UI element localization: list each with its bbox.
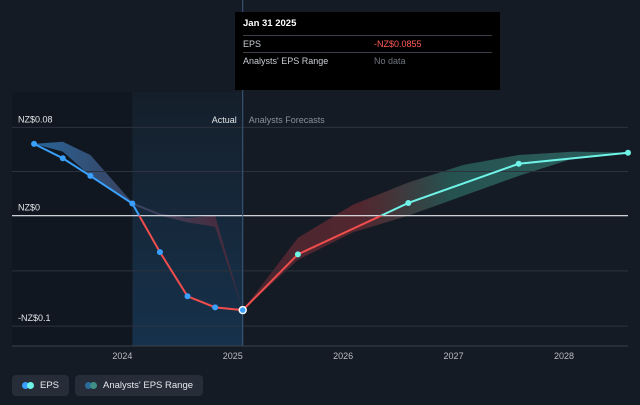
- range-legend-icon: [85, 382, 98, 389]
- past-shade: [12, 92, 133, 346]
- tooltip-eps-label: EPS: [243, 39, 262, 49]
- series-0-point-4: [156, 249, 163, 256]
- series-0-point-1: [59, 155, 66, 162]
- tooltip-eps-value: -NZ$0.0855: [374, 39, 422, 49]
- series-0-point-6: [212, 304, 219, 311]
- analyst-range-band: [34, 141, 628, 311]
- series-0-point-7: [238, 305, 247, 315]
- tooltip: Jan 31 2025 EPS -NZ$0.0855 Analysts' EPS…: [235, 12, 500, 90]
- series-1-point-4: [625, 149, 631, 156]
- y-tick-label-2: -NZ$0.1: [18, 313, 51, 323]
- legend-eps-button[interactable]: EPS: [12, 375, 70, 396]
- legend-range-label: Analysts' EPS Range: [103, 380, 194, 391]
- tooltip-range-value: No data: [374, 56, 406, 66]
- eps-legend-icon: [22, 382, 34, 389]
- y-tick-label-1: NZ$0: [18, 203, 40, 213]
- series-1-point-2: [405, 199, 412, 206]
- eps-chart: NZ$0.08 NZ$0 -NZ$0.1 2024 2025 2026 2027 2028 Ac…: [12, 0, 631, 361]
- series-1-point-1: [294, 251, 301, 258]
- tooltip-range-row: Analysts' EPS Range No data: [243, 52, 492, 69]
- series-0-point-5: [184, 293, 191, 300]
- x-tick-label-1: 2025: [223, 351, 243, 361]
- actual-label: Actual: [212, 115, 237, 125]
- legend-eps-label: EPS: [40, 380, 60, 391]
- series-0-line-positive: [33, 143, 141, 216]
- tooltip-eps-row: EPS -NZ$0.0855: [243, 35, 492, 52]
- x-tick-label-3: 2027: [444, 351, 464, 361]
- x-tick-label-0: 2024: [112, 351, 132, 361]
- legend-range-button[interactable]: Analysts' EPS Range: [75, 375, 204, 396]
- series-1-line-negative: [242, 215, 384, 311]
- legend: EPS Analysts' EPS Range: [12, 375, 204, 396]
- series-1-point-3: [515, 160, 522, 167]
- x-tick-label-4: 2028: [554, 351, 574, 361]
- forecast-label: Analysts Forecasts: [249, 115, 326, 125]
- tooltip-date: Jan 31 2025: [243, 18, 297, 29]
- series-0-point-2: [87, 172, 94, 179]
- series-0-point-3: [129, 200, 136, 207]
- tooltip-range-label: Analysts' EPS Range: [243, 56, 329, 66]
- series-0-line-negative: [138, 215, 243, 312]
- y-tick-label-0: NZ$0.08: [18, 114, 53, 124]
- series-0-point-0: [31, 140, 38, 147]
- x-tick-label-2: 2026: [333, 351, 353, 361]
